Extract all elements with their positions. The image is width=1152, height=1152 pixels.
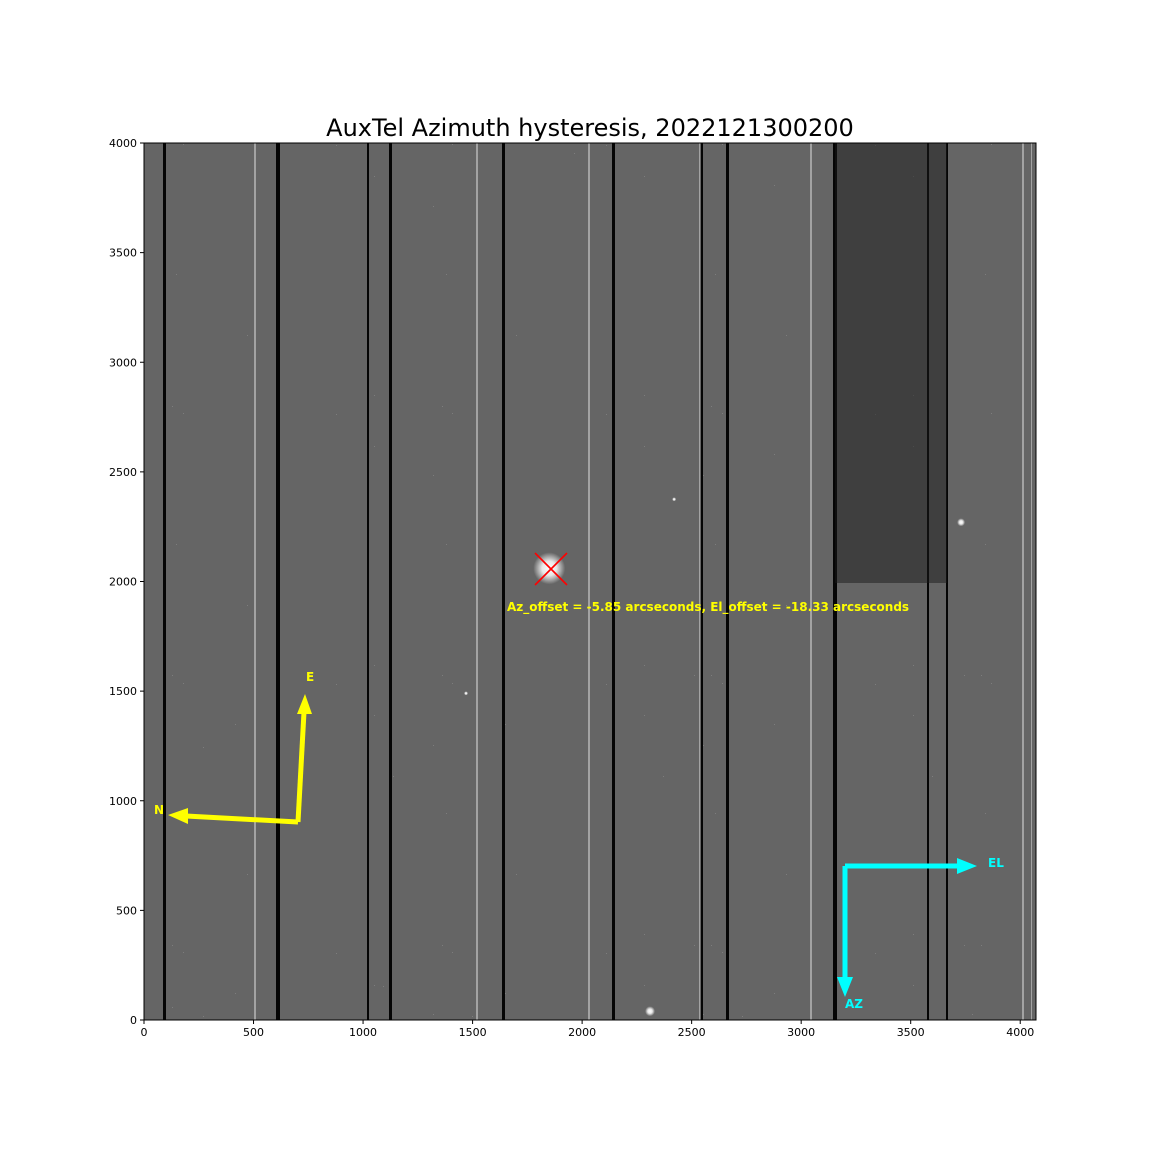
y-tick-label: 2000 xyxy=(109,576,137,589)
bright-column xyxy=(254,143,256,1020)
east-arrow-shaft xyxy=(295,711,307,823)
field-star xyxy=(672,497,677,502)
field-star xyxy=(645,1006,656,1017)
dark-column xyxy=(726,143,729,1020)
el-arrow-head xyxy=(957,858,977,874)
y-tick-label: 0 xyxy=(130,1014,137,1027)
offset-annotation: Az_offset = -5.85 arcseconds, El_offset … xyxy=(507,600,909,615)
dim-region xyxy=(835,143,947,583)
field-star xyxy=(957,518,966,527)
x-tick-label: 4000 xyxy=(1006,1026,1034,1039)
camera-image xyxy=(144,143,1036,1020)
y-tick-label: 2500 xyxy=(109,466,137,479)
y-axis: 0 500 1000 1500 2000 2500 3000 3500 4000 xyxy=(109,137,144,1027)
x-axis: 0 500 1000 1500 2000 2500 3000 3500 4000 xyxy=(141,1020,1034,1039)
x-tick-label: 3500 xyxy=(897,1026,925,1039)
bright-column xyxy=(1031,143,1032,1020)
bright-column xyxy=(699,143,700,1020)
y-tick-label: 500 xyxy=(116,904,137,917)
sky-compass: E N xyxy=(154,670,314,825)
target-x-stroke-2 xyxy=(534,552,568,586)
target-marker xyxy=(534,552,568,586)
y-tick-label: 1500 xyxy=(109,685,137,698)
dark-column xyxy=(612,143,615,1020)
dark-column xyxy=(367,143,369,1020)
north-arrow-head xyxy=(168,808,188,824)
az-label: AZ xyxy=(845,997,863,1011)
dark-column xyxy=(276,143,280,1020)
dark-column xyxy=(502,143,505,1020)
east-label: E xyxy=(306,670,314,684)
bright-column xyxy=(476,143,478,1020)
bright-column xyxy=(810,143,812,1020)
y-tick-label: 3500 xyxy=(109,247,137,260)
y-tick-label: 3000 xyxy=(109,356,137,369)
x-tick-label: 500 xyxy=(243,1026,264,1039)
field-star xyxy=(464,691,469,696)
x-tick-label: 1000 xyxy=(349,1026,377,1039)
y-tick-label: 4000 xyxy=(109,137,137,150)
dark-column xyxy=(701,143,703,1020)
detector-columns xyxy=(163,143,1032,1020)
dark-column xyxy=(163,143,166,1020)
north-arrow-shaft xyxy=(185,813,299,825)
x-tick-label: 3000 xyxy=(787,1026,815,1039)
bright-column xyxy=(588,143,590,1020)
north-label: N xyxy=(154,803,164,817)
el-label: EL xyxy=(988,856,1004,870)
east-arrow-head xyxy=(297,694,312,714)
x-tick-label: 2000 xyxy=(568,1026,596,1039)
dark-column xyxy=(389,143,392,1020)
x-tick-label: 1500 xyxy=(459,1026,487,1039)
mount-compass: EL AZ xyxy=(837,856,1004,1011)
bright-column xyxy=(1022,143,1024,1020)
x-tick-label: 2500 xyxy=(678,1026,706,1039)
figure-title: AuxTel Azimuth hysteresis, 2022121300200 xyxy=(326,114,854,142)
y-tick-label: 1000 xyxy=(109,795,137,808)
az-arrow-head xyxy=(837,977,853,997)
x-tick-label: 0 xyxy=(141,1026,148,1039)
